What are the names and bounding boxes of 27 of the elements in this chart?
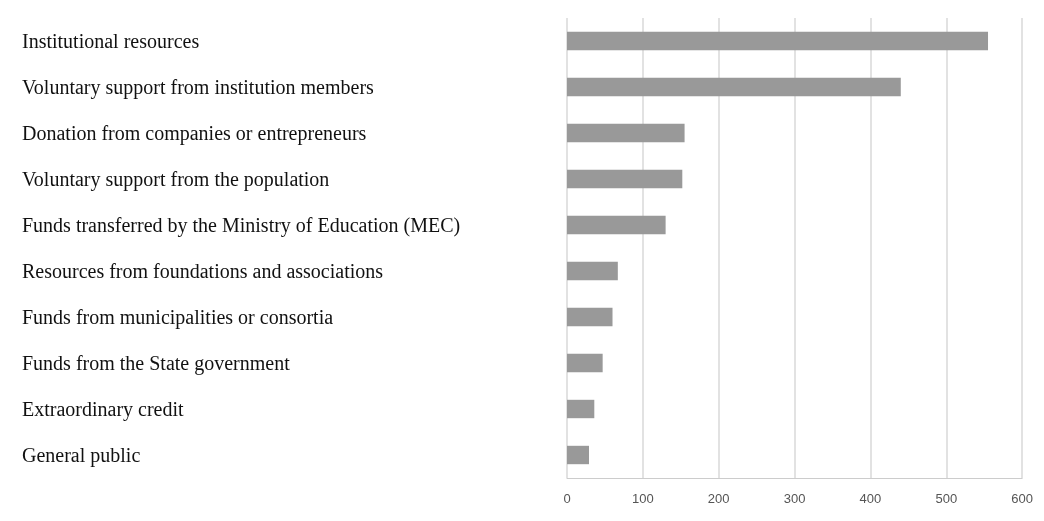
x-tick-label: 0 [563,491,571,506]
x-tick-label: 500 [935,491,958,506]
y-tick-label: Funds from the State government [22,352,291,375]
bar [567,445,589,465]
y-tick-label: Funds from municipalities or consortia [22,306,334,329]
y-tick-label: Funds transferred by the Ministry of Education (MEC) [22,214,461,237]
bar [567,215,666,235]
y-tick-label: General public [22,444,141,467]
bar [567,307,613,327]
y-tick-label: Institutional resources [22,30,200,52]
y-tick-label: Voluntary support from institution members [22,76,375,99]
bar [567,261,618,281]
y-tick-label: Donation from companies or entrepreneurs [22,122,367,145]
bar [567,169,683,189]
bar [567,123,685,143]
y-tick-label: Resources from foundations and associations [22,260,384,282]
bar [567,399,595,419]
x-tick-label: 200 [707,491,730,506]
x-tick-label: 100 [632,491,654,506]
x-tick-label: 300 [783,491,806,506]
bar [567,353,603,373]
y-tick-label: Extraordinary credit [22,398,185,421]
y-tick-label: Voluntary support from the population [22,168,330,191]
bar [567,31,989,51]
bar [567,77,901,97]
x-tick-label: 600 [1011,491,1034,506]
x-tick-label: 400 [859,491,882,506]
